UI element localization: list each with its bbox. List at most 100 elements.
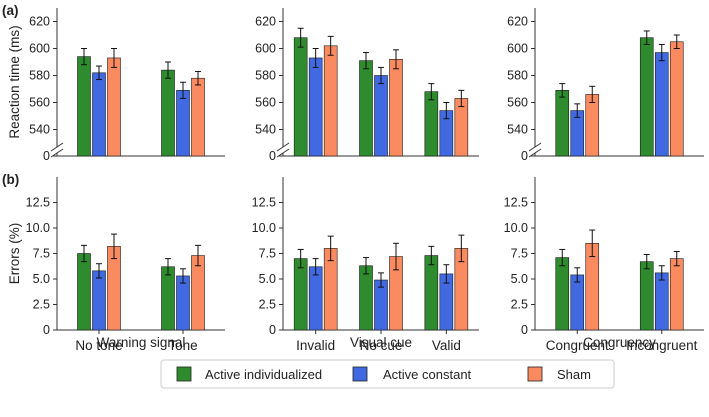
- y-axis-label: Errors (%): [7, 223, 22, 285]
- y-tick-label: 0: [43, 323, 50, 337]
- chart-b2: 0 2.5 5.0 7.5 10.0 12.5 Invalid No cue Valid Visu…: [252, 177, 479, 353]
- legend-label-sham: Sham: [557, 367, 591, 382]
- y-tick-label: 5.0: [33, 272, 50, 286]
- axis-break-mark-upper: [276, 142, 290, 152]
- bar-b2-invalid-active-individualized: [293, 258, 308, 331]
- y-tick-label: 600: [255, 42, 276, 56]
- bar-b3-congruent-active-constant: [570, 274, 585, 331]
- legend-swatch-active-constant: [352, 366, 368, 382]
- legend-label-active-constant: Active constant: [383, 367, 472, 382]
- y-tick-label: 7.5: [511, 247, 528, 261]
- y-tick-label: 540: [29, 123, 50, 137]
- y-tick-label: 10.0: [504, 221, 528, 235]
- y-tick-label: 620: [507, 15, 528, 29]
- bar-a3-congruent-active-individualized: [555, 90, 570, 157]
- y-tick-label-zero: 0: [521, 149, 528, 163]
- bar-b1-tone-active-individualized: [161, 266, 175, 331]
- y-tick-label: 7.5: [33, 247, 50, 261]
- bar-a2-invalid-active-constant: [308, 57, 323, 157]
- y-tick-label: 540: [507, 123, 528, 137]
- bar-a3-incongruent-sham: [669, 41, 684, 157]
- y-tick-label: 580: [507, 69, 528, 83]
- y-tick-label: 600: [29, 42, 50, 56]
- bar-b1-tone-sham: [191, 255, 205, 331]
- bar-b3-congruent-active-individualized: [555, 257, 570, 331]
- legend-frame: [160, 359, 615, 389]
- y-tick-label: 12.5: [26, 196, 50, 210]
- bar-a2-no-cue-active-individualized: [359, 60, 373, 157]
- bar-a1-tone-active-individualized: [161, 69, 175, 157]
- x-tick-label: Valid: [432, 338, 461, 353]
- y-tick-label-zero: 0: [43, 149, 50, 163]
- y-tick-label: 620: [29, 15, 50, 29]
- bar-a1-tone-active-constant: [176, 90, 190, 157]
- y-tick-label: 2.5: [259, 298, 276, 312]
- bar-b2-valid-active-individualized: [424, 255, 439, 331]
- x-tick-label: Congruent: [546, 338, 609, 353]
- y-tick-label: 0: [269, 323, 276, 337]
- y-tick-label: 12.5: [504, 196, 528, 210]
- axis-break-mark-upper: [528, 142, 542, 152]
- legend-swatch-sham: [527, 366, 543, 382]
- y-tick-label: 580: [29, 69, 50, 83]
- bar-b1-tone-active-constant: [176, 275, 190, 331]
- y-tick-label: 7.5: [259, 247, 276, 261]
- bar-b2-no-cue-active-individualized: [359, 265, 373, 331]
- bar-a2-valid-active-individualized: [424, 91, 439, 157]
- x-tick-label: No cue: [360, 338, 403, 353]
- bar-a1-tone-sham: [191, 77, 205, 157]
- y-tick-label: 5.0: [511, 272, 528, 286]
- y-tick-label: 0: [521, 323, 528, 337]
- bar-a3-incongruent-active-individualized: [639, 37, 654, 157]
- bar-a1-no-tone-active-individualized: [77, 56, 91, 157]
- chart-b1: 0 2.5 5.0 7.5 10.0 12.5 Errors (%) No tone ToneW…: [7, 177, 225, 353]
- x-tick-label: Incongruent: [626, 338, 698, 353]
- y-tick-label: 620: [255, 15, 276, 29]
- y-tick-label: 540: [255, 123, 276, 137]
- panel-label-a: (a): [2, 3, 19, 18]
- legend: Active individualized Active constant Sh…: [160, 359, 615, 389]
- y-tick-label: 580: [255, 69, 276, 83]
- x-axis-label: Visual cue: [350, 335, 412, 350]
- bar-a2-no-cue-sham: [389, 58, 403, 157]
- bar-b3-incongruent-active-individualized: [639, 261, 654, 331]
- legend-swatch-active-individualized: [176, 366, 192, 382]
- y-tick-label: 12.5: [252, 196, 276, 210]
- x-axis-label: Warning signal: [97, 335, 186, 350]
- y-tick-label: 560: [29, 96, 50, 110]
- y-tick-label: 10.0: [26, 221, 50, 235]
- bar-a1-no-tone-sham: [107, 57, 121, 157]
- x-tick-label: Tone: [168, 338, 197, 353]
- bar-a2-invalid-sham: [323, 45, 338, 157]
- x-tick-label: Invalid: [296, 338, 335, 353]
- chart-a3: 0 540 560 580 600 620: [507, 8, 704, 163]
- bar-b1-no-tone-active-constant: [92, 270, 106, 331]
- y-tick-label: 5.0: [259, 272, 276, 286]
- chart-a1: 0 540 560 580 600 620 Reaction time (ms): [7, 8, 225, 163]
- y-axis-label: Reaction time (ms): [7, 25, 22, 138]
- axis-break-mark-upper: [50, 142, 64, 152]
- legend-label-active-individualized: Active individualized: [205, 367, 322, 382]
- panel-label-b: (b): [2, 172, 19, 187]
- bar-a3-incongruent-active-constant: [654, 52, 669, 157]
- y-tick-label: 560: [255, 96, 276, 110]
- bar-b3-incongruent-active-constant: [654, 272, 669, 331]
- x-axis-label: Congruency: [583, 335, 656, 350]
- y-tick-label: 2.5: [511, 298, 528, 312]
- bar-b2-invalid-active-constant: [308, 266, 323, 331]
- y-tick-label: 10.0: [252, 221, 276, 235]
- chart-b3: 0 2.5 5.0 7.5 10.0 12.5 Congruent IncongruentCo…: [504, 177, 704, 353]
- y-tick-label: 2.5: [33, 298, 50, 312]
- bar-a2-valid-sham: [454, 98, 469, 157]
- y-tick-label-zero: 0: [269, 149, 276, 163]
- bar-a1-no-tone-active-constant: [92, 72, 106, 157]
- bar-a2-no-cue-active-constant: [374, 75, 388, 157]
- bar-a2-invalid-active-individualized: [293, 37, 308, 157]
- y-tick-label: 560: [507, 96, 528, 110]
- bar-a3-congruent-sham: [585, 94, 600, 157]
- chart-a2: 0 540 560 580 600 620: [255, 8, 479, 163]
- bar-b3-incongruent-sham: [669, 258, 684, 331]
- plots: 0 540 560 580 600 620 Reaction time (ms) 0 540 56…: [7, 8, 704, 353]
- y-tick-label: 600: [507, 42, 528, 56]
